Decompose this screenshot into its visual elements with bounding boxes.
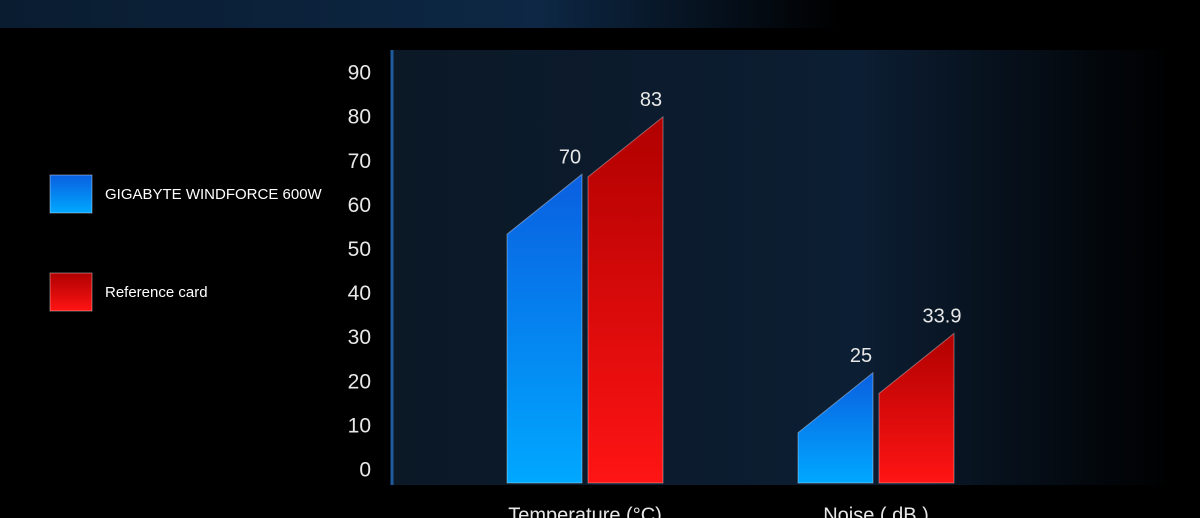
- value-label: 33.9: [923, 306, 962, 328]
- value-label: 25: [850, 345, 872, 367]
- bar: [587, 115, 664, 484]
- value-label: 83: [640, 89, 662, 111]
- header-banner: [0, 0, 1200, 28]
- y-tick-label: 10: [348, 414, 371, 437]
- legend-swatch: [49, 174, 93, 214]
- bar: [797, 371, 874, 484]
- value-label: 70: [559, 147, 581, 169]
- x-tick-label: Temperature (°C): [508, 504, 662, 518]
- y-tick-label: 70: [348, 150, 371, 173]
- y-tick-label: 60: [348, 194, 371, 217]
- legend-label: Reference card: [105, 284, 208, 301]
- y-tick-label: 40: [348, 282, 371, 305]
- legend-swatch: [49, 272, 93, 312]
- x-tick-label: Noise ( dB ): [823, 504, 929, 518]
- legend-label: GIGABYTE WINDFORCE 600W: [105, 186, 323, 203]
- y-tick-label: 80: [348, 106, 371, 129]
- y-tick-label: 20: [348, 370, 371, 393]
- y-tick-label: 90: [348, 62, 371, 85]
- y-tick-label: 30: [348, 326, 371, 349]
- y-tick-label: 0: [359, 459, 371, 482]
- y-tick-label: 50: [348, 238, 371, 261]
- bar: [878, 332, 955, 484]
- bar: [506, 173, 583, 484]
